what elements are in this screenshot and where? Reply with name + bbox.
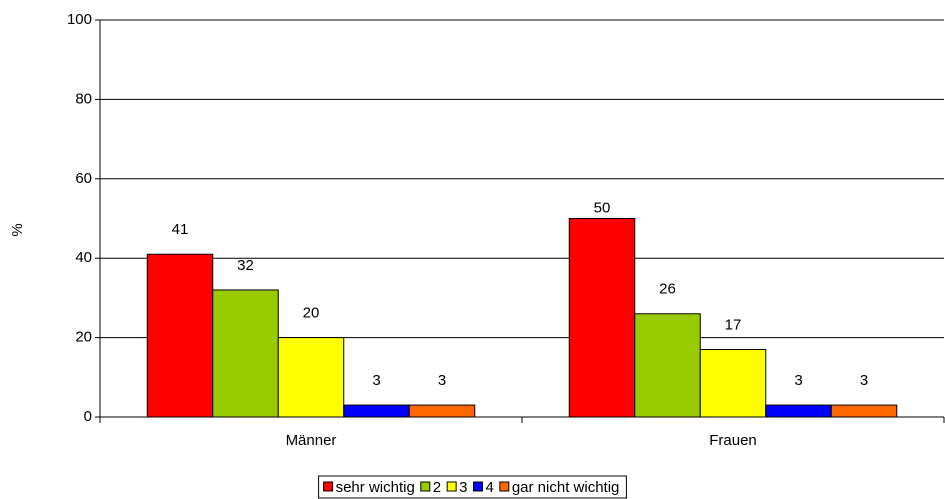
bar [408,404,476,418]
y-tick-label: 60 [75,170,92,187]
legend-label: gar nicht wichtig [512,479,620,496]
legend: sehr wichtig 2 3 4 gar nicht wichtig [318,475,627,499]
data-label: 3 [438,372,446,389]
legend-label: 3 [459,479,467,496]
data-label: 26 [659,281,676,298]
y-tick-label: 20 [75,329,92,346]
x-tick-label: Frauen [709,432,757,449]
bar [765,404,832,418]
data-label: 32 [237,257,254,274]
legend-swatch [420,481,431,492]
bar [343,404,410,418]
bar [634,313,701,418]
legend-swatch [323,481,334,492]
legend-label: 4 [485,479,493,496]
legend-swatch [446,481,457,492]
data-label: 3 [372,372,380,389]
legend-label: sehr wichtig [336,479,415,496]
bar [568,218,636,418]
data-label: 3 [860,372,868,389]
bar [830,404,898,418]
legend-box [318,475,627,499]
data-label: 50 [594,199,611,216]
data-label: 3 [794,372,802,389]
data-label: 17 [725,316,742,333]
data-label: 41 [172,221,189,238]
legend-swatch [499,481,510,492]
bar [146,253,214,418]
legend-label: 2 [433,479,441,496]
y-axis-label: % [9,223,26,236]
data-label: 20 [303,305,320,322]
y-tick-label: 0 [84,408,92,425]
bar [277,337,345,418]
x-tick-label: Männer [286,432,337,449]
y-tick-label: 40 [75,249,92,266]
y-tick-label: 100 [67,11,92,28]
bar [699,349,767,418]
legend-swatch [472,481,483,492]
y-tick-label: 80 [75,90,92,107]
bar [212,289,279,418]
